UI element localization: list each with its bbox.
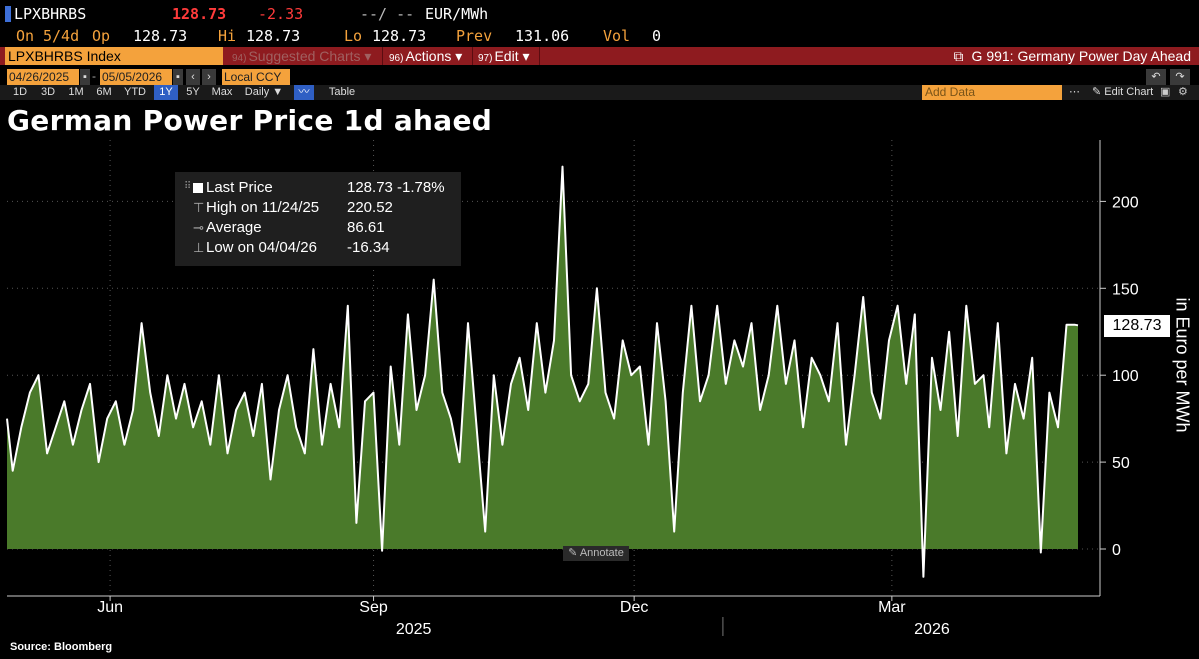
related-function-link[interactable]: ⧉ G 991: Germany Power Day Ahead xyxy=(953,48,1191,64)
source-note: Source: Bloomberg xyxy=(10,641,113,653)
start-date-field[interactable]: 04/26/2025 xyxy=(7,69,79,85)
on-label: On xyxy=(16,27,35,45)
average-marker-icon: ⊸ xyxy=(193,220,204,235)
last-price: 128.73 xyxy=(172,5,227,23)
annotate-button[interactable]: ✎ Annotate xyxy=(563,546,629,561)
function-bar: LPXBHRBS Index 94) Suggested Charts ▾ 96)… xyxy=(0,47,1199,65)
prev-label: Prev xyxy=(456,27,493,45)
last-price-label: 128.73 xyxy=(1104,315,1170,337)
index-ticker-field[interactable]: LPXBHRBS Index xyxy=(5,47,223,65)
volume-value: 0 xyxy=(652,27,662,45)
prev-arrow-icon[interactable]: ‹ xyxy=(186,69,200,85)
period-bar: 1D 3D 1M 6M YTD 1Y 5Y Max Daily ▼ 〰 Tabl… xyxy=(0,85,1199,100)
period-6m[interactable]: 6M xyxy=(96,86,112,98)
x-tick-label: Jun xyxy=(97,599,123,616)
period-5y[interactable]: 5Y xyxy=(186,86,200,98)
price-change: -2.33 xyxy=(258,5,304,23)
y-tick-label: 0 xyxy=(1112,542,1121,559)
suggested-charts-menu[interactable]: 94) Suggested Charts ▾ xyxy=(232,48,372,64)
period-3d[interactable]: 3D xyxy=(40,86,56,98)
chart-title: German Power Price 1d ahaed xyxy=(7,104,493,137)
range-dash: - xyxy=(92,69,96,83)
open-label: Op xyxy=(92,27,111,45)
security-marker xyxy=(5,6,11,22)
date-range-bar: 04/26/2025 ▪ - 05/05/2026 ▪ ‹ › Local CC… xyxy=(0,69,1199,100)
calendar-icon[interactable]: ▪ xyxy=(173,69,183,85)
legend-drag-handle[interactable]: ⠿ xyxy=(184,181,192,192)
y-tick-label: 200 xyxy=(1112,194,1139,211)
pencil-icon: ✎ xyxy=(1092,86,1105,98)
period-ytd[interactable]: YTD xyxy=(124,86,146,98)
more-icon[interactable]: ⋯ xyxy=(1069,86,1080,98)
low-marker-icon: ⊥ xyxy=(193,240,205,255)
undo-icon[interactable]: ↶ xyxy=(1146,69,1166,85)
period-1y[interactable]: 1Y xyxy=(154,85,178,100)
prev-value: 131.06 xyxy=(515,27,570,45)
legend-low: ⊥ Low on 04/04/26 -16.34 xyxy=(193,239,390,256)
price-line xyxy=(6,165,1079,578)
y-tick-label: 150 xyxy=(1112,281,1139,298)
pencil-icon: ✎ xyxy=(568,547,580,559)
on-date: 5/4d xyxy=(43,27,80,45)
legend-high: ⊤ High on 11/24/25 220.52 xyxy=(193,199,393,216)
edit-menu[interactable]: 97) Edit ▾ xyxy=(478,48,530,64)
legend-average: ⊸ Average 86.61 xyxy=(193,219,385,236)
calendar-icon[interactable]: ▪ xyxy=(80,69,90,85)
save-icon[interactable]: ▣ xyxy=(1160,86,1171,98)
add-data-input[interactable]: Add Data xyxy=(922,85,1062,100)
high-label: Hi xyxy=(218,27,237,45)
period-1d[interactable]: 1D xyxy=(12,86,28,98)
end-date-field[interactable]: 05/05/2026 xyxy=(100,69,172,85)
period-max[interactable]: Max xyxy=(211,86,233,98)
line-chart-icon[interactable]: 〰 xyxy=(294,85,314,100)
actions-menu[interactable]: 96) Actions ▾ xyxy=(389,48,463,64)
low-label: Lo xyxy=(344,27,363,45)
chevron-down-icon: ▾ xyxy=(364,48,372,64)
quote-header: LPXBHRBS 128.73 -2.33 --/ -- EUR/MWh xyxy=(0,4,1199,24)
x-tick-label: Sep xyxy=(359,599,388,616)
unit-label: EUR/MWh xyxy=(425,5,489,23)
quote-stats: On 5/4d Op 128.73 Hi 128.73 Lo 128.73 Pr… xyxy=(0,26,1199,46)
period-1m[interactable]: 1M xyxy=(68,86,84,98)
redo-icon[interactable]: ↷ xyxy=(1170,69,1190,85)
table-toggle[interactable]: Table xyxy=(328,86,356,98)
high-marker-icon: ⊤ xyxy=(193,200,205,215)
settings-icon[interactable]: ⚙ xyxy=(1178,86,1188,98)
year-label: 2026 xyxy=(914,621,950,638)
y-tick-label: 50 xyxy=(1112,455,1130,472)
frequency-select[interactable]: Daily ▼ xyxy=(244,86,284,98)
next-arrow-icon[interactable]: › xyxy=(202,69,216,85)
high-value: 128.73 xyxy=(246,27,301,45)
x-tick-label: Dec xyxy=(620,599,648,616)
chevron-down-icon: ▾ xyxy=(522,48,530,64)
year-label: 2025 xyxy=(396,621,432,638)
external-link-icon: ⧉ xyxy=(953,48,964,64)
chart-legend: ⠿ Last Price 128.73 -1.78% ⊤ High on 11/… xyxy=(175,172,461,266)
ticker-symbol[interactable]: LPXBHRBS xyxy=(14,5,87,23)
y-axis-label: in Euro per MWh xyxy=(1172,297,1193,433)
placeholder-field: --/ -- xyxy=(360,5,415,23)
square-icon xyxy=(193,183,203,193)
open-value: 128.73 xyxy=(133,27,188,45)
volume-label: Vol xyxy=(603,27,631,45)
y-tick-label: 100 xyxy=(1112,368,1139,385)
legend-last-price: ⠿ Last Price 128.73 -1.78% xyxy=(184,179,445,196)
x-tick-label: Mar xyxy=(878,599,906,616)
edit-chart-button[interactable]: ✎ Edit Chart xyxy=(1092,86,1154,98)
low-value: 128.73 xyxy=(372,27,427,45)
chevron-down-icon: ▾ xyxy=(455,48,463,64)
